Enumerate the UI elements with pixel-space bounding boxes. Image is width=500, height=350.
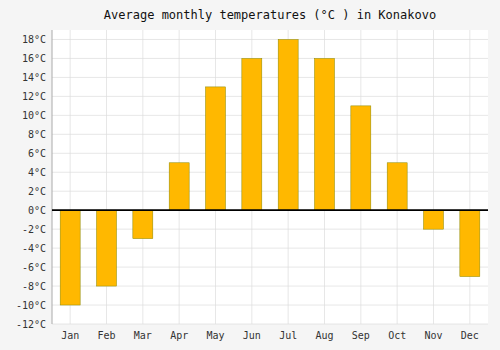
bars [52,39,488,305]
y-grid-line [52,210,488,211]
x-tick-label: Nov [424,330,442,341]
y-tick-label: 2°C [28,186,46,197]
y-tick-label: -10°C [16,300,46,311]
bar [424,210,444,229]
x-tick-label: May [206,330,224,341]
y-grid-line [52,248,488,249]
bar [60,210,80,305]
y-grid-line [52,191,488,192]
x-tick-label: Jan [61,330,79,341]
y-axis-line [52,30,53,324]
y-tick-label: -2°C [22,224,46,235]
bar [97,210,117,286]
x-tick-label: Aug [315,330,333,341]
bar [315,58,335,210]
y-tick-label: -12°C [16,319,46,330]
plot-area [52,30,488,324]
y-tick-label: 18°C [22,34,46,45]
y-grid-line [52,115,488,116]
x-tick-label: Apr [170,330,188,341]
title: Average monthly temperatures (°C ) in Ko… [104,8,436,22]
bar [133,210,153,238]
bar [351,106,371,210]
x-tick-label: Dec [461,330,479,341]
y-grid-line [52,96,488,97]
x-grid-line [433,30,434,324]
y-grid-line [52,324,488,325]
y-tick-label: 10°C [22,110,46,121]
x-tick-label: Jul [279,330,297,341]
bar [460,210,480,276]
bar [278,39,298,210]
y-tick-label: -6°C [22,262,46,273]
background [0,0,500,350]
y-tick-label: 0°C [28,205,46,216]
y-tick-label: -4°C [22,243,46,254]
bar [169,163,189,210]
y-grid-line [52,58,488,59]
y-grid-line [52,229,488,230]
bar [206,87,226,210]
x-grid-line [142,30,143,324]
x-tick-label: Sep [352,330,370,341]
x-tick-label: Mar [134,330,152,341]
y-tick-label: 12°C [22,91,46,102]
y-grid-line [52,134,488,135]
bar [242,58,262,210]
bar [387,163,407,210]
zero-line [52,209,488,211]
y-tick-label: 6°C [28,148,46,159]
y-grid-line [52,39,488,40]
y-grid-line [52,267,488,268]
x-tick-label: Jun [243,330,261,341]
y-grid-line [52,305,488,306]
chart: -12°C -10°C -8°C -6°C -4°C -2°C 0°C 2°C 4°C 6°C 8°… [0,0,500,350]
y-grid-line [52,153,488,154]
axes: -12°C -10°C -8°C -6°C -4°C -2°C 0°C 2°C 4°C 6°C 8°… [16,30,479,341]
x-grid-line [469,30,470,324]
y-tick-label: 16°C [22,53,46,64]
y-tick-label: -8°C [22,281,46,292]
x-tick-label: Feb [97,330,115,341]
x-tick-label: Oct [388,330,406,341]
y-grid-line [52,77,488,78]
y-tick-label: 4°C [28,167,46,178]
y-grid-line [52,172,488,173]
y-tick-label: 8°C [28,129,46,140]
y-tick-label: 14°C [22,72,46,83]
y-grid-line [52,286,488,287]
grid [52,30,488,324]
